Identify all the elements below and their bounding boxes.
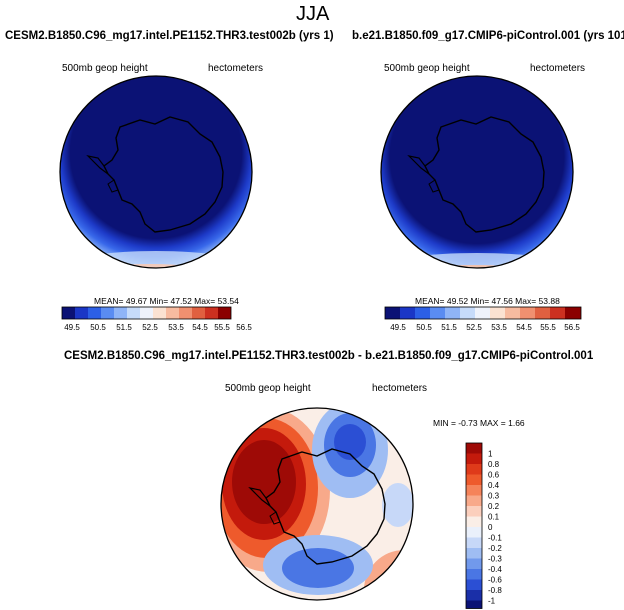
- right-cbar-label: 56.5: [564, 323, 580, 332]
- diff-variable-label: 500mb geop height: [225, 383, 311, 394]
- right-panel-title: b.e21.B1850.f09_g17.CMIP6-piControl.001 …: [352, 30, 624, 42]
- right-map: [380, 75, 574, 269]
- diff-cbar-label: -0.2: [488, 544, 502, 553]
- right-cbar-label: 54.5: [516, 323, 532, 332]
- left-stats: MEAN= 49.67 Min= 47.52 Max= 53.54: [94, 296, 239, 306]
- left-cbar-label: 56.5: [236, 323, 252, 332]
- left-colorbar: 49.5 50.5 51.5 52.5 53.5 54.5 55.5 56.5: [61, 306, 252, 332]
- left-cbar-label: 52.5: [142, 323, 158, 332]
- diff-cbar-label: -0.6: [488, 576, 502, 585]
- diff-cbar-label: 0.2: [488, 502, 500, 511]
- left-units-label: hectometers: [208, 63, 264, 74]
- right-units-label: hectometers: [530, 63, 586, 74]
- diff-stats: MIN = -0.73 MAX = 1.66: [433, 418, 525, 428]
- diff-colorbar: 1 0.8 0.6 0.4 0.3 0.2 0.1 0 -0.1 -0.2 -0…: [465, 442, 502, 609]
- diff-cbar-label: 1: [488, 450, 493, 459]
- left-variable-label: 500mb geop height: [62, 63, 148, 74]
- left-cbar-label: 53.5: [168, 323, 184, 332]
- right-cbar-label: 49.5: [390, 323, 406, 332]
- diff-cbar-label: 0.1: [488, 513, 500, 522]
- left-panel-title: CESM2.B1850.C96_mg17.intel.PE1152.THR3.t…: [5, 30, 334, 42]
- diff-cbar-label: -0.4: [488, 565, 502, 574]
- diff-cbar-label: -0.8: [488, 586, 502, 595]
- right-cbar-label: 53.5: [491, 323, 507, 332]
- diff-cbar-label: 0.8: [488, 460, 500, 469]
- diff-cbar-label: 0: [488, 523, 493, 532]
- diff-units-label: hectometers: [372, 383, 428, 394]
- right-colorbar: 49.5 50.5 51.5 52.5 53.5 54.5 55.5 56.5: [384, 306, 582, 332]
- left-cbar-label: 54.5: [192, 323, 208, 332]
- right-cbar-label: 55.5: [540, 323, 556, 332]
- difference-map: [220, 407, 414, 601]
- diff-panel-title: CESM2.B1850.C96_mg17.intel.PE1152.THR3.t…: [64, 350, 594, 362]
- diff-cbar-label: -0.3: [488, 555, 502, 564]
- left-cbar-label: 49.5: [64, 323, 80, 332]
- figure-title: JJA: [296, 3, 330, 25]
- right-cbar-label: 52.5: [466, 323, 482, 332]
- diff-cbar-label: -0.1: [488, 534, 502, 543]
- diff-cbar-label: -1: [488, 597, 496, 606]
- diff-cbar-label: 0.4: [488, 481, 500, 490]
- right-cbar-label: 50.5: [416, 323, 432, 332]
- right-stats: MEAN= 49.52 Min= 47.56 Max= 53.88: [415, 296, 560, 306]
- diff-cbar-label: 0.3: [488, 492, 500, 501]
- right-variable-label: 500mb geop height: [384, 63, 470, 74]
- left-cbar-label: 51.5: [116, 323, 132, 332]
- right-cbar-label: 51.5: [441, 323, 457, 332]
- left-map: [59, 75, 253, 269]
- left-cbar-label: 55.5: [214, 323, 230, 332]
- left-cbar-label: 50.5: [90, 323, 106, 332]
- diff-cbar-label: 0.6: [488, 471, 500, 480]
